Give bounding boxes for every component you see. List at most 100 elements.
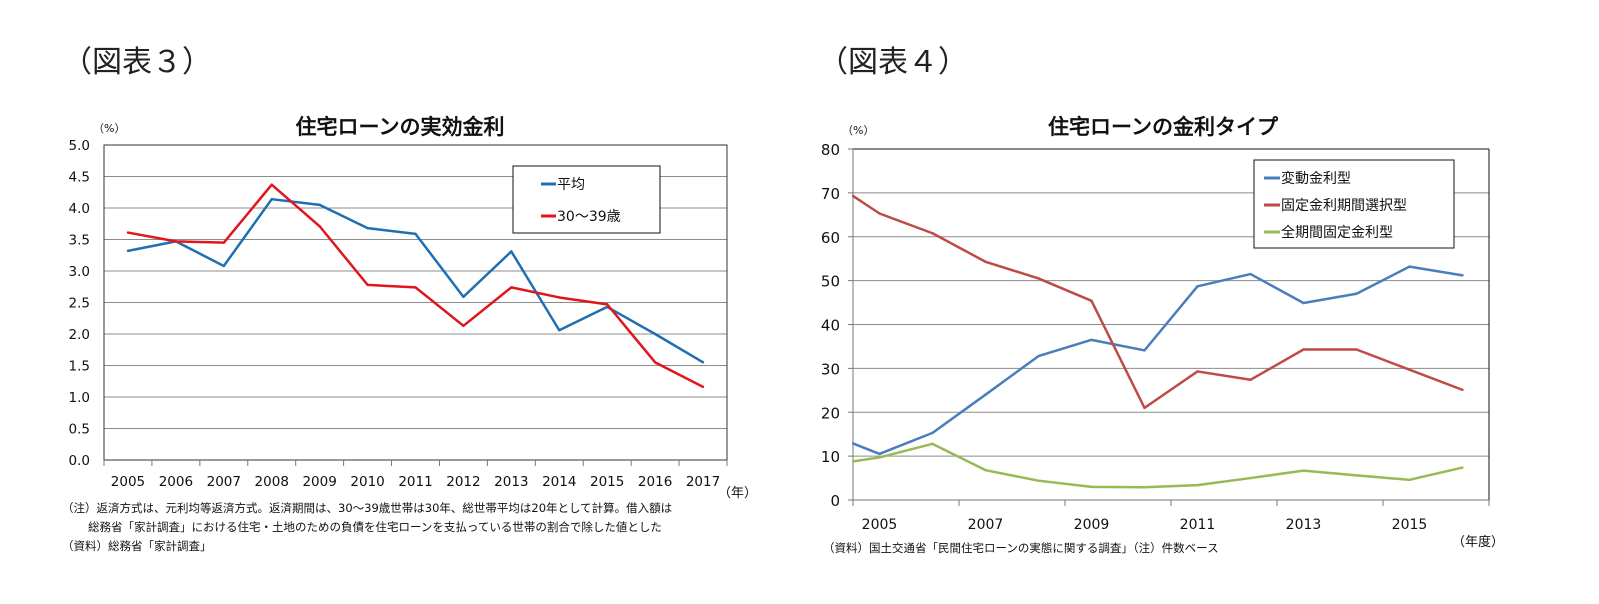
x-tick-label: 2009 [1074, 517, 1110, 533]
y-tick-label: 20 [821, 404, 840, 422]
y-tick-label: 1.5 [69, 359, 90, 375]
data-point [414, 232, 417, 236]
data-point [510, 286, 513, 289]
data-point [318, 225, 321, 228]
data-point [270, 183, 273, 186]
y-tick-label: 0.0 [69, 453, 90, 469]
data-point [270, 197, 273, 201]
x-tick-label: 2011 [1180, 517, 1216, 533]
data-point [1408, 478, 1411, 482]
data-point [222, 241, 226, 244]
data-point [1143, 486, 1146, 489]
data-point [1408, 265, 1411, 268]
data-point [318, 203, 321, 207]
data-point [701, 385, 705, 389]
y-tick-label: 3.0 [69, 264, 90, 280]
x-tick-label: 2016 [638, 474, 672, 490]
y-tick-label: 70 [821, 185, 840, 203]
y-tick-label: 2.5 [69, 296, 90, 312]
data-point [1090, 485, 1093, 489]
data-point [366, 226, 369, 230]
data-point [1090, 299, 1093, 303]
data-point [558, 296, 561, 299]
data-point [653, 361, 657, 364]
data-point [1249, 272, 1252, 276]
data-point [1037, 479, 1040, 482]
chart1-plot: 0.0 0.5 1.0 1.5 2.0 2.5 3.0 3.5 4.0 4.5 5.0 2005 200… [69, 138, 728, 490]
data-point [174, 240, 178, 243]
y-tick-label: 0 [830, 492, 840, 510]
y-tick-label: 2.0 [69, 327, 90, 343]
data-point [1355, 348, 1358, 351]
data-point [1196, 483, 1199, 487]
legend-label: 全期間固定金利型 [1281, 224, 1393, 241]
legend-box [512, 165, 661, 234]
x-tick-label: 2005 [111, 474, 145, 490]
data-point [851, 194, 855, 198]
data-point [462, 324, 465, 328]
data-point [1408, 368, 1411, 371]
data-point [1143, 406, 1146, 410]
chart1-note-2: 総務省「家計調査」における住宅・土地のための負債を住宅ローンを支払っている世帯の… [88, 520, 662, 534]
x-tick-label: 2008 [255, 474, 289, 490]
x-tick-label: 2013 [494, 474, 528, 490]
data-point [414, 286, 417, 289]
x-tick-label: 2007 [968, 517, 1004, 533]
data-point [878, 212, 881, 215]
figure4-label: （図表４） [818, 45, 968, 80]
chart1-x-unit: （年） [718, 486, 757, 501]
figure3-label: （図表３） [62, 45, 212, 80]
data-point [931, 431, 934, 435]
x-tick-label: 2007 [207, 474, 241, 490]
x-tick-label: 2011 [398, 474, 432, 490]
data-point [1302, 348, 1305, 351]
x-tick-label: 2012 [446, 474, 480, 490]
data-point [851, 442, 855, 445]
y-tick-label: 40 [821, 317, 840, 335]
legend-label: 固定金利期間選択型 [1281, 198, 1407, 214]
data-point [126, 231, 130, 234]
chart2-title: 住宅ローンの金利タイプ [1048, 115, 1279, 139]
data-point [1196, 370, 1199, 373]
data-point [222, 264, 226, 268]
data-point [931, 232, 934, 235]
y-tick-label: 4.0 [69, 201, 90, 217]
legend-box [1253, 159, 1455, 249]
y-tick-label: 50 [821, 273, 840, 291]
chart2-source: （資料）国土交通省「民間住宅ローンの実態に関する調査」（注）件数ベース [823, 541, 1219, 555]
x-tick-label: 2013 [1286, 517, 1322, 533]
chart2-x-unit: （年度） [1452, 534, 1504, 550]
y-tick-label: 10 [821, 448, 840, 466]
data-point [1196, 285, 1199, 288]
series-line-1 [852, 265, 1463, 456]
data-point [1355, 474, 1358, 477]
y-tick-label: 30 [821, 360, 840, 378]
x-tick-label: 2006 [159, 474, 193, 490]
legend-label: 平均 [557, 177, 585, 193]
data-point [1090, 338, 1093, 342]
chart1-note-1: （注）返済方式は、元利均等返済方式。返済期間は、30～39歳世帯は30年、総世帯… [62, 501, 672, 515]
data-point [701, 361, 705, 364]
x-tick-label: 2005 [862, 517, 898, 533]
y-tick-label: 5.0 [69, 138, 90, 154]
data-point [462, 295, 465, 299]
x-tick-label: 2017 [686, 474, 720, 490]
y-tick-label: 3.5 [69, 233, 90, 249]
legend-label: 変動金利型 [1281, 170, 1351, 187]
x-tick-label: 2010 [350, 474, 384, 490]
data-point [126, 249, 130, 253]
series-line-3 [852, 442, 1463, 489]
data-point [1302, 469, 1305, 472]
data-point [1037, 277, 1040, 280]
chart1-source: （資料）総務省「家計調査」 [62, 539, 212, 553]
plot-border [103, 144, 728, 461]
data-point [878, 456, 881, 459]
y-tick-label: 60 [821, 229, 840, 247]
data-point [510, 250, 513, 253]
data-point [1461, 466, 1464, 469]
data-point [1037, 354, 1040, 358]
data-point [366, 283, 369, 287]
y-tick-label: 1.0 [69, 390, 90, 406]
y-tick-label: 4.5 [69, 170, 90, 186]
